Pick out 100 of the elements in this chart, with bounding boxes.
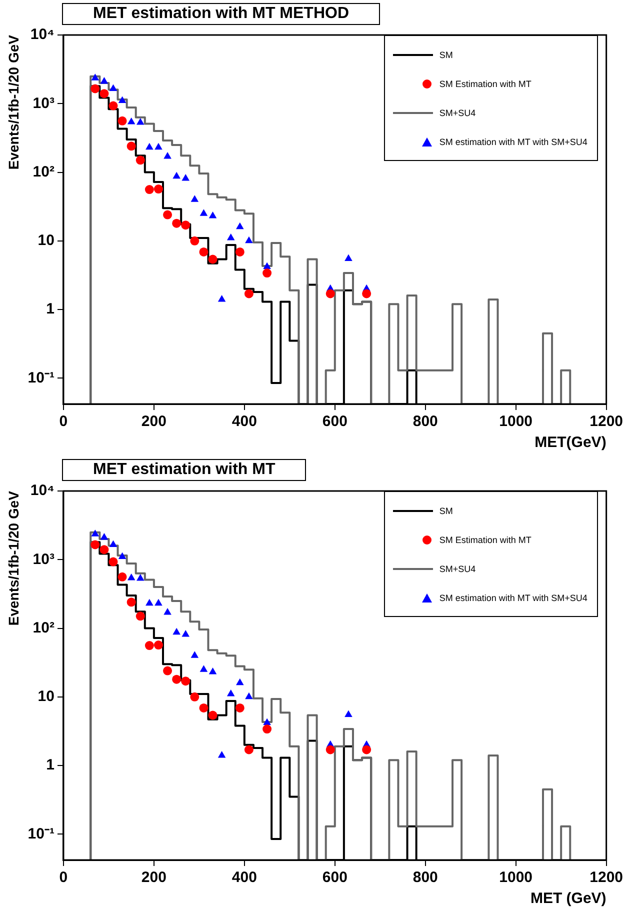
point — [118, 116, 127, 126]
x-tick-label: 200 — [141, 413, 166, 430]
point — [144, 185, 154, 194]
x-tick-label: 400 — [232, 869, 257, 886]
y-tick-label: 10³ — [32, 550, 54, 568]
point — [172, 218, 182, 228]
y-tick-label: 1 — [46, 300, 54, 318]
x-tick-label: 1200 — [590, 869, 624, 886]
y-tick-label: 10³ — [32, 94, 54, 112]
y-tick-label: 10⁻¹ — [28, 369, 54, 386]
point — [91, 530, 100, 536]
y-tick-label: 10⁻¹ — [28, 825, 54, 842]
point — [226, 690, 235, 696]
x-tick-label: 800 — [412, 869, 438, 886]
point — [91, 74, 100, 80]
x-axis-title: MET (GeV) — [530, 890, 606, 908]
point — [199, 247, 208, 256]
point — [164, 608, 172, 615]
point — [109, 540, 118, 547]
point — [118, 572, 127, 582]
point — [154, 184, 163, 194]
x-tick-label: 1000 — [499, 869, 533, 886]
y-axis-title: Events/1fb-1/20 GeV — [5, 34, 22, 170]
point — [182, 630, 190, 637]
legend-label: SM — [439, 50, 453, 60]
point — [146, 598, 154, 606]
point — [236, 222, 244, 230]
point — [208, 668, 217, 674]
legend-label: SM estimation with MT with SM+SU4 — [439, 136, 588, 146]
legend-label: SM estimation with MT with SM+SU4 — [439, 592, 588, 602]
point — [208, 710, 218, 720]
point — [164, 152, 172, 159]
point — [200, 209, 208, 216]
x-tick-label: 0 — [59, 413, 68, 430]
point — [154, 598, 162, 606]
point — [127, 117, 136, 124]
point — [208, 254, 218, 264]
point — [108, 101, 118, 110]
point — [344, 254, 352, 261]
point — [100, 89, 109, 98]
point — [118, 96, 126, 104]
point — [100, 533, 108, 540]
point — [146, 142, 154, 150]
y-tick-label: 10⁴ — [30, 26, 54, 44]
legend-label: SM Estimation with MT — [439, 78, 532, 88]
point — [262, 724, 272, 734]
point — [199, 703, 208, 712]
point — [326, 745, 335, 754]
point — [326, 289, 335, 298]
point — [154, 640, 163, 650]
point — [235, 703, 244, 712]
legend-label: SM Estimation with MT — [439, 534, 532, 544]
point — [182, 174, 190, 181]
point — [90, 540, 100, 550]
point — [163, 666, 172, 676]
point — [226, 234, 235, 240]
point — [190, 236, 200, 246]
point — [344, 710, 352, 717]
point — [126, 142, 136, 151]
x-tick-label: 600 — [322, 869, 348, 886]
y-tick-label: 10² — [32, 619, 54, 636]
x-tick-label: 400 — [232, 413, 257, 430]
point — [136, 574, 144, 581]
point — [190, 651, 199, 658]
x-tick-label: 800 — [412, 413, 438, 430]
point — [244, 745, 254, 754]
point — [190, 692, 200, 702]
point — [136, 612, 145, 621]
point — [362, 289, 372, 298]
y-tick-label: 10 — [38, 688, 54, 706]
x-tick-label: 600 — [322, 413, 348, 430]
x-axis-title: MET(GeV) — [534, 434, 606, 452]
legend-label: SM — [439, 506, 453, 516]
chart-title: MET estimation with MT — [62, 459, 306, 481]
legend-label: SM+SU4 — [439, 108, 476, 118]
point — [163, 210, 172, 220]
point — [100, 77, 108, 84]
point — [245, 692, 253, 700]
y-tick-label: 10 — [38, 232, 54, 250]
point — [100, 545, 109, 554]
point — [262, 268, 272, 278]
point — [154, 142, 162, 150]
point — [362, 745, 372, 754]
point — [126, 598, 136, 607]
x-tick-label: 1200 — [590, 413, 624, 430]
point — [236, 678, 244, 686]
x-tick-label: 200 — [141, 869, 166, 886]
point — [245, 236, 253, 244]
point — [200, 665, 208, 672]
point — [218, 750, 226, 758]
point — [172, 674, 182, 684]
point — [244, 289, 254, 298]
y-tick-label: 10² — [32, 163, 54, 180]
point — [181, 676, 190, 686]
point — [90, 84, 100, 94]
point — [263, 718, 271, 725]
point — [190, 195, 199, 202]
y-tick-label: 10⁴ — [30, 482, 54, 500]
point — [118, 552, 126, 560]
point — [144, 641, 154, 650]
